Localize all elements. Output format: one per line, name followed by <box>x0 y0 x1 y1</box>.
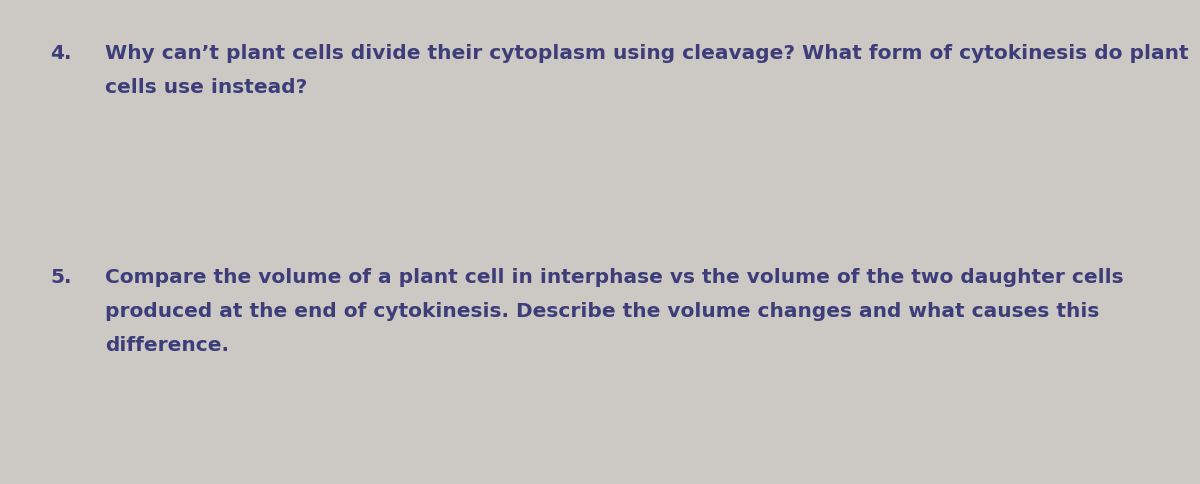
Text: Why can’t plant cells divide their cytoplasm using cleavage? What form of cytoki: Why can’t plant cells divide their cytop… <box>106 44 1189 63</box>
Text: Compare the volume of a plant cell in interphase vs the volume of the two daught: Compare the volume of a plant cell in in… <box>106 268 1123 287</box>
Text: 5.: 5. <box>50 268 72 287</box>
Text: cells use instead?: cells use instead? <box>106 78 307 97</box>
Text: 4.: 4. <box>50 44 72 63</box>
Text: difference.: difference. <box>106 336 229 355</box>
Text: produced at the end of cytokinesis. Describe the volume changes and what causes : produced at the end of cytokinesis. Desc… <box>106 302 1099 321</box>
